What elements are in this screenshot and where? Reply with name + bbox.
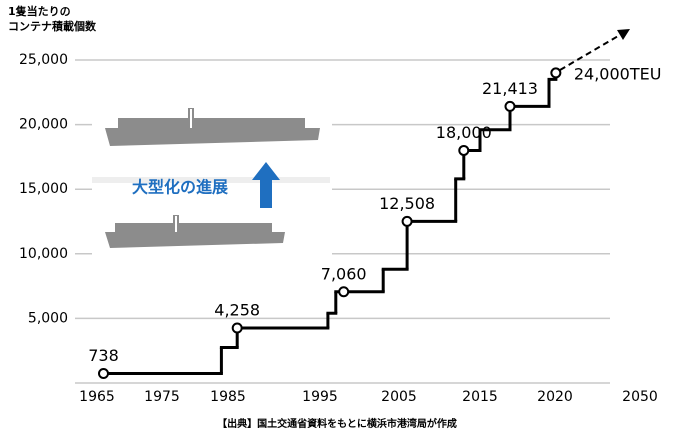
y-tick-label: 15,000 <box>19 181 68 197</box>
y-axis-title: 1隻当たりの <box>8 4 71 18</box>
x-tick-label: 2015 <box>462 389 498 405</box>
data-label: 7,060 <box>321 264 367 283</box>
ship-large <box>105 108 320 146</box>
milestone-marker <box>338 286 350 298</box>
x-tick-label: 1965 <box>79 389 115 405</box>
y-tick-label: 5,000 <box>28 310 68 326</box>
x-tick-label: 2020 <box>537 389 573 405</box>
inset-illustration: 大型化の進展 <box>92 95 332 255</box>
x-tick-label: 1985 <box>210 389 246 405</box>
x-tick-label: 2050 <box>622 389 658 405</box>
y-axis-title: コンテナ積載個数 <box>8 19 97 33</box>
data-label: 4,258 <box>214 300 260 319</box>
annotation: 大型化の進展 <box>132 178 229 197</box>
x-tick-label: 1995 <box>302 389 338 405</box>
x-tick-label: 2005 <box>381 389 417 405</box>
milestone-marker <box>550 67 562 79</box>
milestone-marker <box>504 100 516 112</box>
x-tick-label: 1975 <box>144 389 180 405</box>
y-tick-label: 20,000 <box>19 117 68 133</box>
y-tick-label: 25,000 <box>19 52 68 68</box>
data-label: 18,000 <box>436 123 492 142</box>
milestone-marker <box>231 322 243 334</box>
data-label: 21,413 <box>482 79 538 98</box>
ship-small <box>105 215 285 248</box>
milestone-marker <box>458 144 470 156</box>
y-tick-label: 10,000 <box>19 246 68 262</box>
milestone-marker <box>401 215 413 227</box>
trend-arrow <box>559 31 626 71</box>
data-label: 738 <box>88 346 119 365</box>
growth-arrow <box>252 162 280 208</box>
milestone-marker <box>98 367 109 379</box>
data-label: 24,000TEU <box>574 64 662 83</box>
data-label: 12,508 <box>379 194 435 213</box>
trend-arrow-head <box>617 29 630 40</box>
source: 【出典】国土交通省資料をもとに横浜市港湾局が作成 <box>217 417 457 430</box>
